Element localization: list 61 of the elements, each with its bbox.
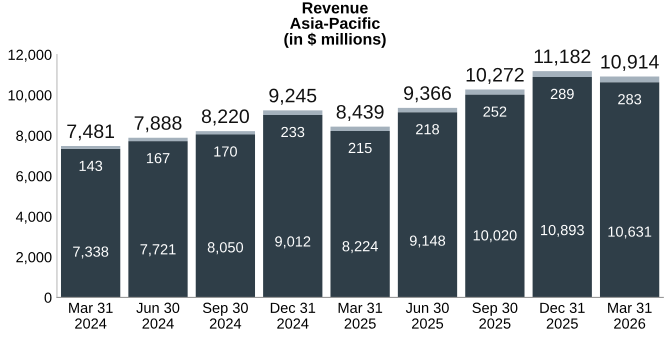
bar	[196, 131, 256, 135]
bar	[532, 76, 592, 298]
y-tick-label: 4,000	[16, 212, 52, 224]
total-label: 7,888	[134, 116, 182, 132]
data-label: 233	[281, 126, 304, 138]
total-label: 8,220	[202, 109, 249, 126]
bar	[465, 94, 525, 298]
data-label: 167	[146, 152, 170, 164]
bar	[263, 110, 322, 116]
bar	[60, 148, 120, 298]
data-label: 170	[214, 146, 237, 157]
data-label: 10,893	[541, 224, 584, 237]
x-tick-label: Mar 31 2026	[608, 302, 652, 329]
chart-title: Revenue Asia-Pacific (in $ millions)	[284, 2, 386, 48]
y-tick-label: 2,000	[16, 252, 52, 264]
data-label: 218	[416, 124, 440, 134]
bar	[263, 115, 322, 298]
y-tick-label: 6,000	[16, 171, 52, 184]
bar	[330, 130, 390, 298]
bar	[196, 134, 256, 298]
total-label: 9,245	[269, 88, 316, 105]
y-tick-label: 0	[44, 292, 52, 303]
data-label: 8,224	[342, 241, 378, 254]
x-tick-label: Dec 31 2024	[270, 302, 316, 329]
bar	[60, 146, 120, 149]
bar	[330, 126, 390, 131]
bar	[532, 71, 592, 77]
data-label: 9,012	[275, 236, 310, 248]
data-label: 10,020	[474, 230, 517, 242]
y-tick-label: 10,000	[8, 90, 52, 102]
x-tick-label: Dec 31 2025	[540, 302, 585, 329]
y-tick-label: 8,000	[16, 130, 52, 143]
data-label: 7,721	[140, 244, 176, 256]
data-label: 7,338	[73, 246, 108, 259]
data-label: 283	[618, 94, 642, 104]
data-label: 215	[348, 142, 372, 154]
x-tick-label: Mar 31 2025	[338, 302, 382, 329]
data-label: 8,050	[208, 242, 244, 254]
data-label: 289	[550, 88, 574, 100]
total-label: 10,272	[466, 68, 524, 84]
x-tick-label: Mar 31 2024	[69, 302, 113, 329]
x-tick-label: Sep 30 2024	[202, 302, 248, 329]
bar	[398, 108, 458, 112]
bar	[398, 112, 458, 298]
x-tick-label: Jun 30 2024	[136, 302, 180, 329]
bar	[128, 141, 188, 298]
total-label: 9,366	[404, 86, 451, 102]
data-label: 9,148	[410, 235, 446, 248]
bar	[600, 82, 660, 298]
total-label: 8,439	[336, 104, 384, 122]
total-label: 11,182	[534, 49, 590, 66]
data-label: 252	[483, 106, 506, 117]
data-label: 143	[80, 160, 102, 172]
x-tick-label: Jun 30 2025	[406, 302, 449, 329]
bar	[465, 90, 525, 95]
y-tick-label: 12,000	[8, 50, 52, 62]
data-label: 10,631	[608, 226, 652, 239]
x-tick-label: Sep 30 2025	[472, 302, 518, 329]
total-label: 7,481	[67, 124, 114, 140]
total-label: 10,914	[601, 54, 659, 71]
bar	[600, 76, 660, 82]
